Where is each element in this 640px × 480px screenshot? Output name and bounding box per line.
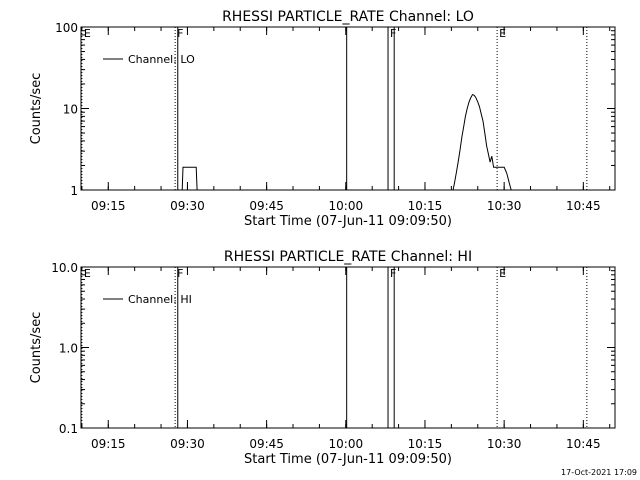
x-tick-label: 09:15 — [91, 199, 126, 213]
series-line — [452, 93, 512, 191]
event-marker-label: E — [84, 27, 91, 40]
y-tick-label: 0.1 — [59, 422, 78, 436]
event-marker-label: F — [177, 27, 183, 40]
x-tick-label: 10:30 — [487, 199, 522, 213]
chart-title: RHESSI PARTICLE_RATE Channel: LO — [222, 9, 474, 25]
x-tick-label: 09:45 — [249, 437, 284, 451]
x-tick-label: 10:45 — [566, 437, 601, 451]
y-tick-label: 10 — [63, 103, 78, 117]
x-tick-label: 10:00 — [329, 437, 364, 451]
event-marker-label: F — [390, 267, 396, 280]
series-line — [179, 166, 199, 191]
legend-entry: Channel: HI — [128, 293, 192, 306]
event-marker-label: F — [390, 27, 396, 40]
y-axis-label: Counts/sec — [29, 73, 44, 145]
x-tick-label: 10:45 — [566, 199, 601, 213]
x-axis-label: Start Time (07-Jun-11 09:09:50) — [244, 214, 452, 229]
legend-entry: Channel: LO — [128, 53, 195, 66]
generation-timestamp: 17-Oct-2021 17:09 — [561, 468, 637, 477]
x-tick-label: 09:30 — [170, 199, 205, 213]
y-tick-label: 1.0 — [59, 342, 78, 356]
x-tick-label: 10:00 — [329, 199, 364, 213]
event-marker-label: E — [499, 267, 506, 280]
x-tick-label: 10:30 — [487, 437, 522, 451]
plot-frame — [80, 266, 616, 429]
y-axis-label: Counts/sec — [29, 312, 44, 384]
x-tick-label: 10:15 — [408, 199, 443, 213]
y-tick-label: 1 — [70, 184, 78, 198]
event-marker-label: F — [177, 267, 183, 280]
x-tick-label: 09:30 — [170, 437, 205, 451]
y-tick-label: 10.0 — [51, 261, 78, 275]
event-marker-label: E — [84, 267, 91, 280]
x-tick-label: 10:15 — [408, 437, 443, 451]
x-tick-label: 09:45 — [249, 199, 284, 213]
y-tick-label: 100 — [55, 21, 78, 35]
event-marker-label: E — [499, 27, 506, 40]
chart-title: RHESSI PARTICLE_RATE Channel: HI — [224, 249, 472, 265]
x-tick-label: 09:15 — [91, 437, 126, 451]
x-axis-label: Start Time (07-Jun-11 09:09:50) — [244, 452, 452, 467]
plot-frame — [80, 26, 616, 191]
